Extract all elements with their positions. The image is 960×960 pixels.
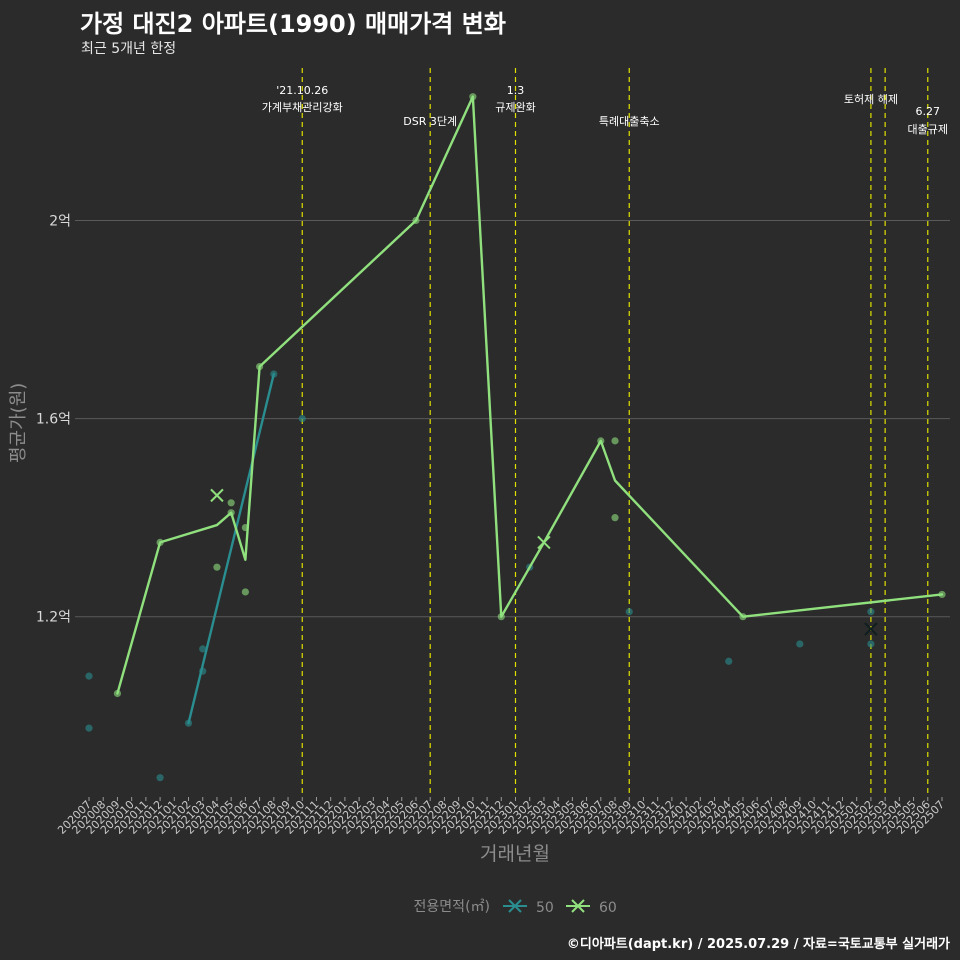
data-point-50 <box>184 719 193 727</box>
data-point-60 <box>938 590 946 599</box>
event-label: 특례대출축소 <box>599 115 660 128</box>
legend-key-50 <box>508 899 522 913</box>
y-tick-label: 2억 <box>49 213 71 229</box>
y-axis-label: 평균가(원) <box>8 382 29 463</box>
data-point-50 <box>156 774 164 782</box>
data-point-50 <box>625 608 633 616</box>
data-point-60 <box>469 93 477 101</box>
event-label: 토허제 해제 <box>844 92 898 106</box>
data-point-60 <box>227 499 235 507</box>
legend-key-60 <box>571 899 585 913</box>
event-label: '21.10.26 <box>276 84 328 97</box>
data-point-60 <box>597 437 605 445</box>
event-label: 대출규제 <box>908 123 948 136</box>
data-point-60 <box>256 362 264 371</box>
source-caption: ©디아파트(dapt.kr) / 2025.07.29 / 자료=국토교통부 실… <box>566 937 950 952</box>
series-line-50 <box>187 372 276 725</box>
event-label: 규제완화 <box>495 101 535 114</box>
legend-label-60: 60 <box>599 900 617 916</box>
legend-title: 전용면적(㎡) <box>414 899 490 915</box>
data-point-50 <box>85 724 93 732</box>
data-point-60 <box>241 588 249 596</box>
data-point-50 <box>298 414 306 423</box>
data-point-50 <box>199 645 207 653</box>
data-point-50 <box>725 657 733 665</box>
cross-marker-60 <box>537 535 551 550</box>
data-point-60 <box>213 563 221 571</box>
legend-label-50: 50 <box>536 900 554 916</box>
data-point-50 <box>796 640 804 648</box>
data-point-60 <box>497 613 505 621</box>
data-point-60 <box>113 689 122 698</box>
series-line-60 <box>116 95 944 695</box>
data-point-50 <box>199 667 207 675</box>
event-label: DSR 3단계 <box>403 115 457 128</box>
y-tick-label: 1.6억 <box>36 412 71 428</box>
data-point-50 <box>867 608 875 616</box>
data-point-60 <box>611 437 619 445</box>
chart-title: 가정 대진2 아파트(1990) 매매가격 변화 <box>80 10 506 38</box>
data-point-50 <box>85 672 93 680</box>
y-tick-label: 1.2억 <box>36 610 71 626</box>
event-label: 6.27 <box>916 105 941 118</box>
data-point-60 <box>611 514 619 522</box>
data-point-50 <box>867 640 875 648</box>
cross-marker-60 <box>210 488 224 503</box>
data-point-50 <box>270 370 278 378</box>
data-point-60 <box>739 613 747 621</box>
data-point-60 <box>156 538 164 547</box>
event-label: 1.3 <box>507 84 525 97</box>
data-point-60 <box>412 216 420 225</box>
x-axis-label: 거래년월 <box>480 843 550 865</box>
data-point-60 <box>241 523 249 532</box>
cross-marker-50 <box>864 622 878 636</box>
data-point-60 <box>227 509 235 517</box>
chart-subtitle: 최근 5개년 한정 <box>81 41 177 57</box>
event-label: 가계부채관리강화 <box>262 101 343 114</box>
